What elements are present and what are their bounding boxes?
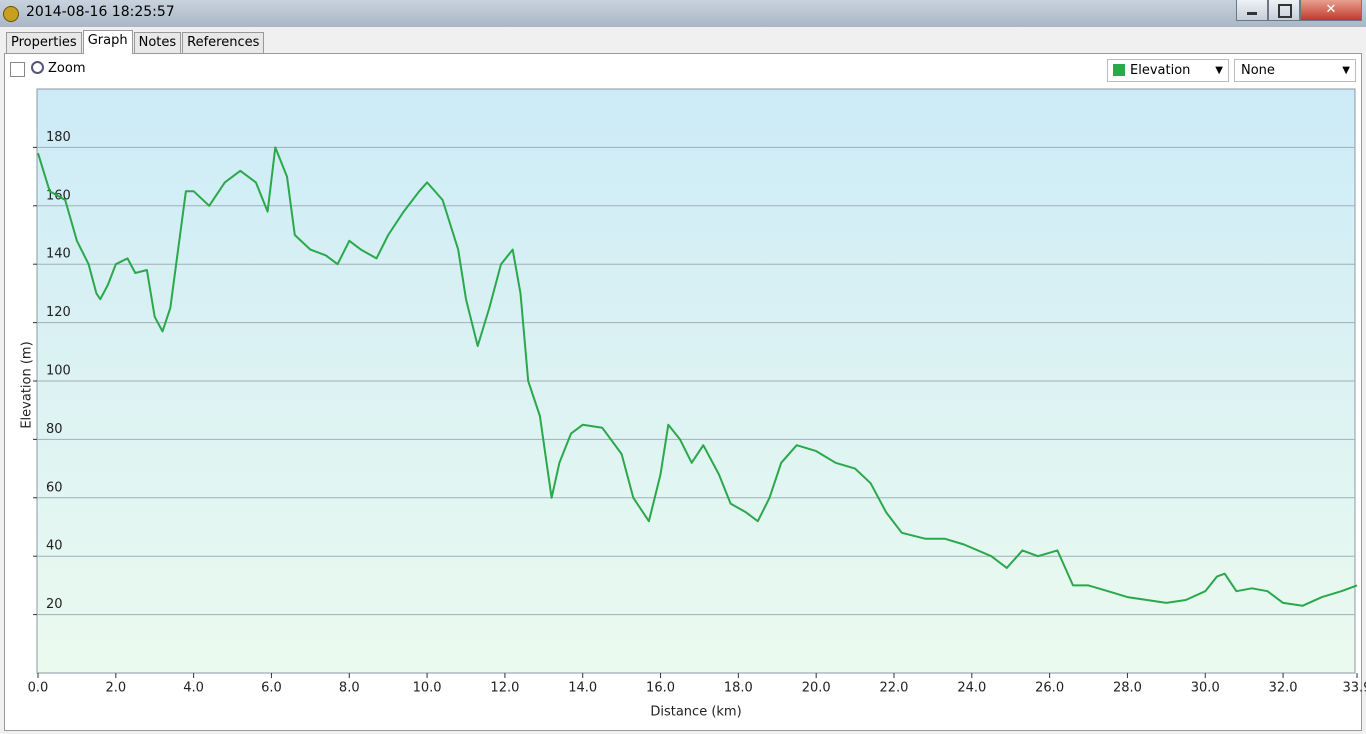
x-tick-label: 30.0	[1191, 681, 1220, 696]
x-tick-label: 18.0	[724, 681, 753, 696]
app-icon	[3, 6, 19, 22]
title-bar: 2014-08-16 18:25:57 ✕	[0, 0, 1366, 27]
window-title: 2014-08-16 18:25:57	[26, 4, 175, 20]
x-tick-label: 22.0	[880, 681, 909, 696]
y-tick-label: 80	[46, 422, 63, 437]
y-tick-label: 100	[46, 364, 71, 379]
x-tick-label: 4.0	[183, 681, 204, 696]
series-dropdown[interactable]: Elevation ▼	[1107, 59, 1229, 82]
x-tick-label: 26.0	[1035, 681, 1064, 696]
x-tick-label: 16.0	[646, 681, 675, 696]
x-tick-label: 28.0	[1113, 681, 1142, 696]
y-tick-label: 20	[46, 597, 63, 612]
y-tick-label: 180	[46, 130, 71, 145]
tab[interactable]: References	[182, 32, 265, 53]
y-axis-label: Elevation (m)	[20, 341, 35, 428]
tab[interactable]: Notes	[133, 32, 182, 53]
x-tick-label: 32.0	[1269, 681, 1298, 696]
dropdown-arrow: ▼	[1215, 65, 1223, 76]
y-tick-label: 40	[46, 539, 63, 554]
x-tick-label: 0.0	[28, 681, 49, 696]
close-button[interactable]: ✕	[1300, 0, 1362, 21]
x-tick-label: 6.0	[261, 681, 282, 696]
x-tick-label: 12.0	[490, 681, 519, 696]
tab[interactable]: Properties	[6, 32, 82, 53]
x-tick-label: 20.0	[802, 681, 831, 696]
x-tick-label: 8.0	[339, 681, 360, 696]
secondary-dropdown[interactable]: None ▼	[1234, 59, 1356, 82]
zoom-label[interactable]: Zoom	[48, 61, 86, 76]
zoom-checkbox[interactable]	[10, 62, 25, 77]
y-tick-label: 60	[46, 480, 63, 495]
x-axis-label: Distance (km)	[650, 705, 741, 720]
zoom-icon	[31, 61, 44, 74]
x-tick-label: 2.0	[105, 681, 126, 696]
secondary-label: None	[1241, 63, 1275, 78]
y-tick-label: 120	[46, 305, 71, 320]
restore-button[interactable]	[1268, 0, 1300, 21]
legend-label: Elevation	[1130, 63, 1191, 78]
minimize-button[interactable]	[1236, 0, 1268, 21]
y-tick-label: 140	[46, 247, 71, 262]
x-tick-label: 24.0	[957, 681, 986, 696]
x-tick-label: 33.9	[1343, 681, 1366, 696]
x-tick-label: 14.0	[568, 681, 597, 696]
legend-swatch	[1113, 64, 1125, 76]
x-tick-label: 10.0	[413, 681, 442, 696]
elevation-line	[37, 146, 1358, 607]
tab[interactable]: Graph	[82, 30, 133, 54]
dropdown-arrow: ▼	[1342, 65, 1350, 76]
